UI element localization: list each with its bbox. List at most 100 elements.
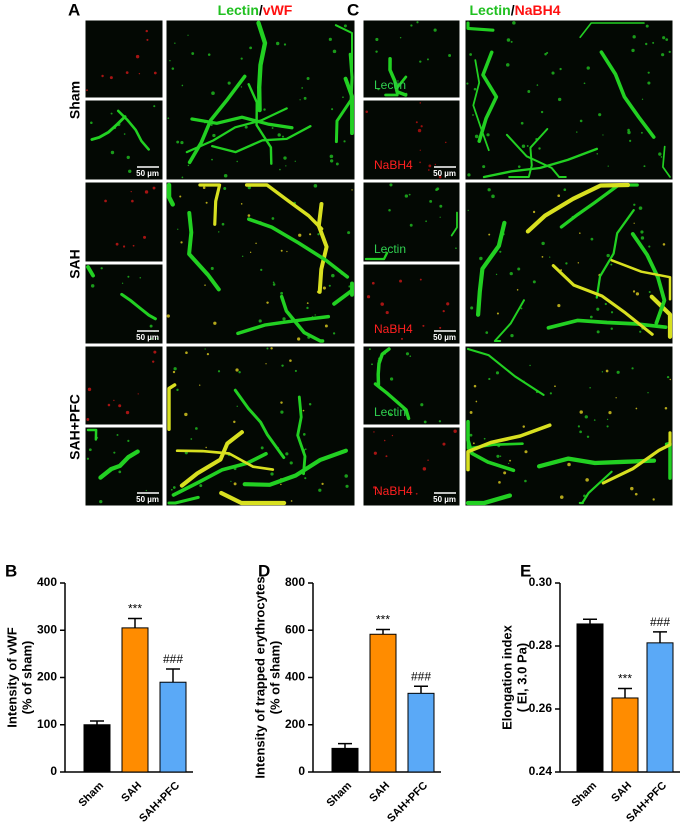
signal-dot [389,412,392,416]
signal-dot [277,133,281,137]
signal-dot [139,276,142,279]
signal-dot [86,457,90,460]
signal-dot [371,363,373,366]
signal-dot [205,446,207,449]
signal-dot [247,185,251,190]
signal-dot [425,220,427,223]
scale-bar-label: 50 µm [433,333,456,342]
signal-dot [380,302,384,306]
signal-dot [88,448,92,452]
y-tick-label: 0.30 [529,575,553,589]
signal-dot [271,217,275,220]
y-axis-label: Elongation index [499,624,514,729]
signal-dot [342,96,344,99]
signal-dot [373,451,377,455]
signal-dot [410,24,413,27]
signal-dot [486,133,490,137]
signal-dot [206,352,210,356]
vessel [505,133,567,178]
signal-dot [399,279,403,283]
signal-dot [289,359,292,362]
y-tick-label: 0.28 [529,638,553,652]
signal-dot [249,251,252,253]
signal-dot [474,134,479,139]
signal-dot [125,71,129,75]
vessel [373,382,411,421]
signal-dot [433,28,437,32]
signal-dot [347,231,351,235]
signal-dot [150,337,153,340]
signal-dot [236,160,238,163]
signal-dot [498,480,501,484]
signal-dot [375,50,378,53]
panel-title: Lectin/vWF [218,2,293,18]
signal-dot [467,173,471,177]
signal-dot [283,156,287,160]
vessel [482,147,599,179]
signal-dot [540,110,544,114]
signal-dot [510,333,514,338]
signal-dot [439,326,442,329]
signal-dot [109,76,113,80]
signal-dot [125,410,130,415]
bar [83,724,111,773]
channel-label: Lectin [374,242,406,256]
signal-dot [185,351,188,354]
signal-dot [153,350,157,354]
signal-dot [90,284,95,288]
signal-dot [419,102,422,104]
y-tick-label: 0 [298,764,305,778]
vessel [546,318,668,330]
vessel [465,493,512,506]
signal-dot [180,140,184,145]
signal-dot [546,51,549,54]
signal-dot [303,96,307,100]
signal-dot [664,406,668,410]
signal-dot [541,256,544,258]
signal-dot [419,278,422,281]
signal-dot [365,110,368,113]
signal-dot [348,285,351,288]
signal-dot [409,355,412,357]
vessel [211,125,312,154]
micrograph [165,345,356,507]
signal-dot [223,186,227,190]
y-tick-label: 200 [285,717,305,731]
signal-dot [344,474,348,478]
signal-dot [416,21,419,24]
x-tick-label: SAH+PFC [137,780,182,825]
signal-dot [263,108,266,111]
bar [611,697,639,773]
vessel [334,24,354,87]
signal-dot [146,38,149,41]
signal-dot [174,42,176,44]
signal-dot [526,145,529,147]
signal-dot [495,273,498,276]
signal-dot [373,431,375,433]
signal-dot [448,54,452,57]
signal-dot [211,158,213,161]
vessel [190,115,294,130]
signal-dot [388,209,391,212]
signal-dot [601,371,604,373]
micrograph-content [366,278,450,340]
signal-dot [439,204,443,208]
signal-dot [317,233,320,236]
signal-dot [517,165,521,168]
vessel [247,83,273,165]
micrograph-content [167,347,349,506]
signal-dot [509,459,512,462]
signal-dot [662,243,666,246]
signal-dot [221,222,225,226]
signal-dot [152,360,155,363]
signal-dot [579,410,583,414]
micrograph [464,181,674,345]
y-axis-label: Intensity of trapped erythrocytes [252,576,267,778]
bar [121,627,149,773]
signal-dot [240,86,243,88]
panel-title-part: NaBH4 [515,2,561,18]
signal-dot [283,43,287,46]
signal-dot [422,467,427,471]
signal-dot [635,292,640,296]
signal-dot [331,108,334,111]
